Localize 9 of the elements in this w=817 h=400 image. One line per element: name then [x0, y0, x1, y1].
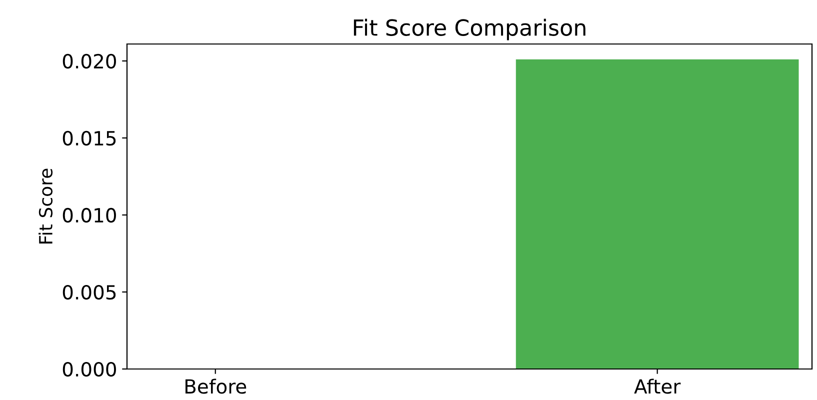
- x-tick-label: Before: [186, 378, 246, 394]
- y-tick-label: 0.005: [62, 284, 116, 300]
- x-tick-label: After: [634, 378, 681, 394]
- y-tick-label: 0.000: [62, 362, 116, 377]
- chart-title: Fit Score Comparison: [354, 18, 586, 40]
- y-axis-title: Fit Score: [38, 168, 53, 244]
- y-tick-label: 0.020: [62, 54, 116, 69]
- y-tick-label: 0.015: [62, 130, 116, 146]
- y-tick-label: 0.010: [62, 208, 116, 223]
